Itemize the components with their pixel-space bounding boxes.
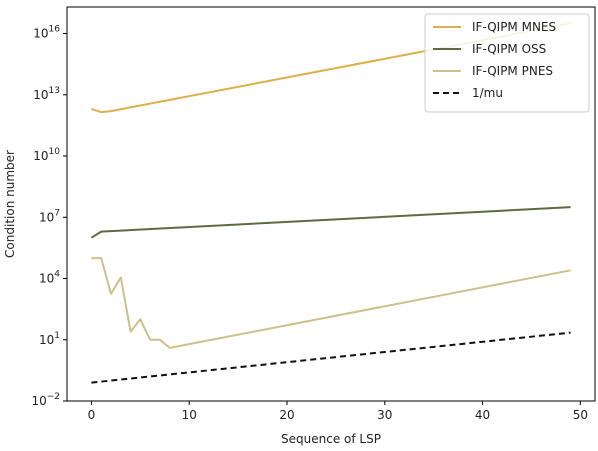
x-axis-label: Sequence of LSP xyxy=(281,432,381,446)
x-axis-ticks: 0 10 20 30 40 50 xyxy=(88,401,588,422)
series-line-1 xyxy=(90,206,571,239)
x-tick-label: 40 xyxy=(475,408,490,422)
legend-entry-label: 1/mu xyxy=(472,86,503,100)
x-tick-label: 0 xyxy=(88,408,96,422)
legend-box xyxy=(424,13,590,113)
y-tick-label: 107 xyxy=(39,208,60,224)
y-tick-label: 104 xyxy=(39,270,60,286)
series-line-2 xyxy=(91,257,571,349)
series-layer xyxy=(90,22,571,384)
x-tick-label: 20 xyxy=(279,408,294,422)
plot-frame xyxy=(66,6,596,402)
legend: IF-QIPM MNES IF-QIPM OSS IF-QIPM PNES 1/mu xyxy=(424,13,590,113)
series-line-0 xyxy=(91,22,571,114)
legend-entry-label: IF-QIPM MNES xyxy=(472,20,556,34)
x-tick-label: 50 xyxy=(573,408,588,422)
y-axis-ticks: 10−2 101 104 107 1010 1013 1016 xyxy=(31,25,67,408)
y-tick-label: 1016 xyxy=(33,25,60,41)
y-tick-label: 1013 xyxy=(33,86,60,102)
x-tick-label: 30 xyxy=(377,408,392,422)
y-tick-label: 1010 xyxy=(33,147,60,163)
legend-entry-label: IF-QIPM OSS xyxy=(472,42,546,56)
y-axis-label: Condition number xyxy=(3,150,17,258)
series-line-3 xyxy=(91,331,571,384)
y-tick-label: 101 xyxy=(39,331,60,347)
y-tick-label: 10−2 xyxy=(31,392,60,408)
legend-entry-label: IF-QIPM PNES xyxy=(472,64,553,78)
x-tick-label: 10 xyxy=(182,408,197,422)
